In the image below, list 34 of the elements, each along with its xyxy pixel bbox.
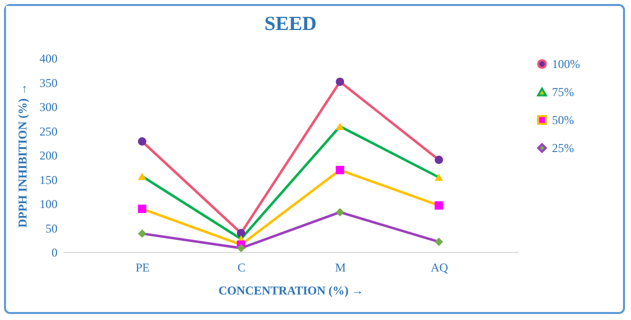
legend-label: 100% [552, 57, 580, 71]
point [236, 244, 246, 252]
point [434, 174, 444, 181]
point [434, 201, 444, 210]
x-tick-label: AQ [430, 260, 448, 274]
y-tick-label: 150 [40, 172, 58, 187]
y-tick-label: 50 [46, 221, 58, 236]
legend-label: 50% [552, 113, 574, 127]
chart-title: SEED [264, 13, 317, 35]
point [434, 156, 444, 164]
legend-label: 75% [552, 85, 574, 99]
x-tick-label: M [335, 260, 346, 274]
point [336, 208, 344, 216]
point [138, 229, 146, 238]
point [336, 78, 344, 86]
y-tick-label: 400 [40, 52, 58, 66]
point [434, 238, 444, 246]
point [336, 166, 344, 174]
point [336, 122, 344, 130]
x-tick-label: PE [136, 260, 150, 274]
y-axis-title: DPPH INHIBITION (%) → [16, 83, 30, 228]
y-tick-label: 350 [40, 76, 58, 90]
point [138, 137, 146, 146]
point [138, 172, 146, 180]
x-tick-label: C [238, 260, 246, 274]
y-tick-label: 300 [40, 100, 58, 114]
y-tick-label: 100 [40, 197, 58, 211]
y-tick-label: 250 [40, 124, 58, 138]
point [138, 204, 146, 214]
y-tick-label: 0 [52, 246, 58, 260]
x-axis-title: CONCENTRATION (%) → [218, 284, 364, 298]
legend-label: 25% [552, 141, 574, 155]
y-tick-label: 200 [40, 148, 58, 162]
point [236, 228, 246, 238]
